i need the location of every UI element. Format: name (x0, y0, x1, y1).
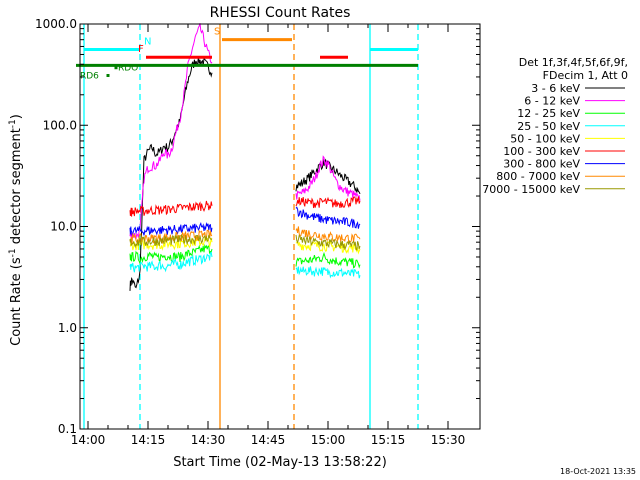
legend-header-2: FDecim 1, Att 0 (543, 69, 628, 82)
annotation-bar-label: N (144, 36, 151, 47)
y-tick-label: 10.0 (50, 220, 77, 234)
marker-label: RDO (118, 64, 138, 74)
series-line-1-segment-1 (129, 56, 213, 291)
annotation-bar-label: S (214, 27, 220, 38)
series-line-3-segment-2 (295, 251, 361, 269)
chart-title: RHESSI Count Rates (210, 5, 351, 21)
legend-label: 25 - 50 keV (517, 120, 580, 133)
y-axis: 0.1 1.0 10.0 100.0 1000.0 (35, 17, 480, 436)
series-lines (129, 23, 361, 291)
legend-header-1: Det 1f,3f,4f,5f,6f,9f, (519, 56, 628, 69)
series-line-3-segment-1 (129, 243, 213, 264)
legend-label: 3 - 6 keV (531, 82, 580, 95)
x-tick-label: 15:15 (371, 433, 406, 447)
series-line-2-segment-2 (295, 155, 361, 201)
y-tick-label: 1000.0 (35, 17, 77, 31)
x-tick-label: 15:30 (431, 433, 466, 447)
series-line-4-segment-2 (295, 266, 361, 279)
y-axis-label: Count Rate (s-1 detector segment-1) (8, 114, 24, 346)
series-line-9-segment-2 (295, 234, 361, 251)
x-tick-label: 14:00 (71, 433, 106, 447)
x-tick-label: 14:15 (131, 433, 166, 447)
y-tick-label: 1.0 (58, 321, 77, 335)
annotation-bar-label: F (138, 44, 144, 55)
x-axis-label: Start Time (02-May-13 13:58:22) (173, 455, 387, 470)
x-tick-label: 15:00 (311, 433, 346, 447)
marker-dot (114, 66, 118, 70)
footer-timestamp: 18-Oct-2021 13:35 (560, 467, 636, 476)
y-tick-label: 100.0 (43, 118, 77, 132)
series-line-7-segment-2 (295, 206, 361, 229)
series-line-6-segment-1 (129, 200, 213, 217)
x-tick-label: 14:45 (251, 433, 286, 447)
legend-label: 300 - 800 keV (503, 158, 580, 171)
legend-label: 100 - 300 keV (503, 145, 580, 158)
legend-label: 12 - 25 keV (517, 107, 580, 120)
series-line-4-segment-1 (129, 251, 213, 273)
marker-label: RD6 (80, 71, 99, 81)
annotation-bars: NF S RD6 RDO (76, 27, 418, 81)
marker-dot (106, 73, 110, 77)
series-line-6-segment-2 (295, 196, 361, 209)
legend-label: 6 - 12 keV (524, 95, 580, 108)
legend-label: 7000 - 15000 keV (482, 183, 580, 196)
series-line-5-segment-2 (295, 240, 361, 255)
x-axis: 14:00 14:15 14:30 14:45 15:00 15:15 15:30 (71, 24, 466, 447)
legend-label: 50 - 100 keV (510, 132, 580, 145)
x-tick-label: 14:30 (191, 433, 226, 447)
series-line-2-segment-1 (129, 23, 213, 241)
legend-label: 800 - 7000 keV (496, 170, 580, 183)
legend: Det 1f,3f,4f,5f,6f,9f, FDecim 1, Att 0 3… (482, 56, 628, 196)
series-line-7-segment-1 (129, 221, 213, 236)
y-tick-label: 0.1 (58, 422, 77, 436)
series-line-9-segment-1 (129, 233, 213, 248)
